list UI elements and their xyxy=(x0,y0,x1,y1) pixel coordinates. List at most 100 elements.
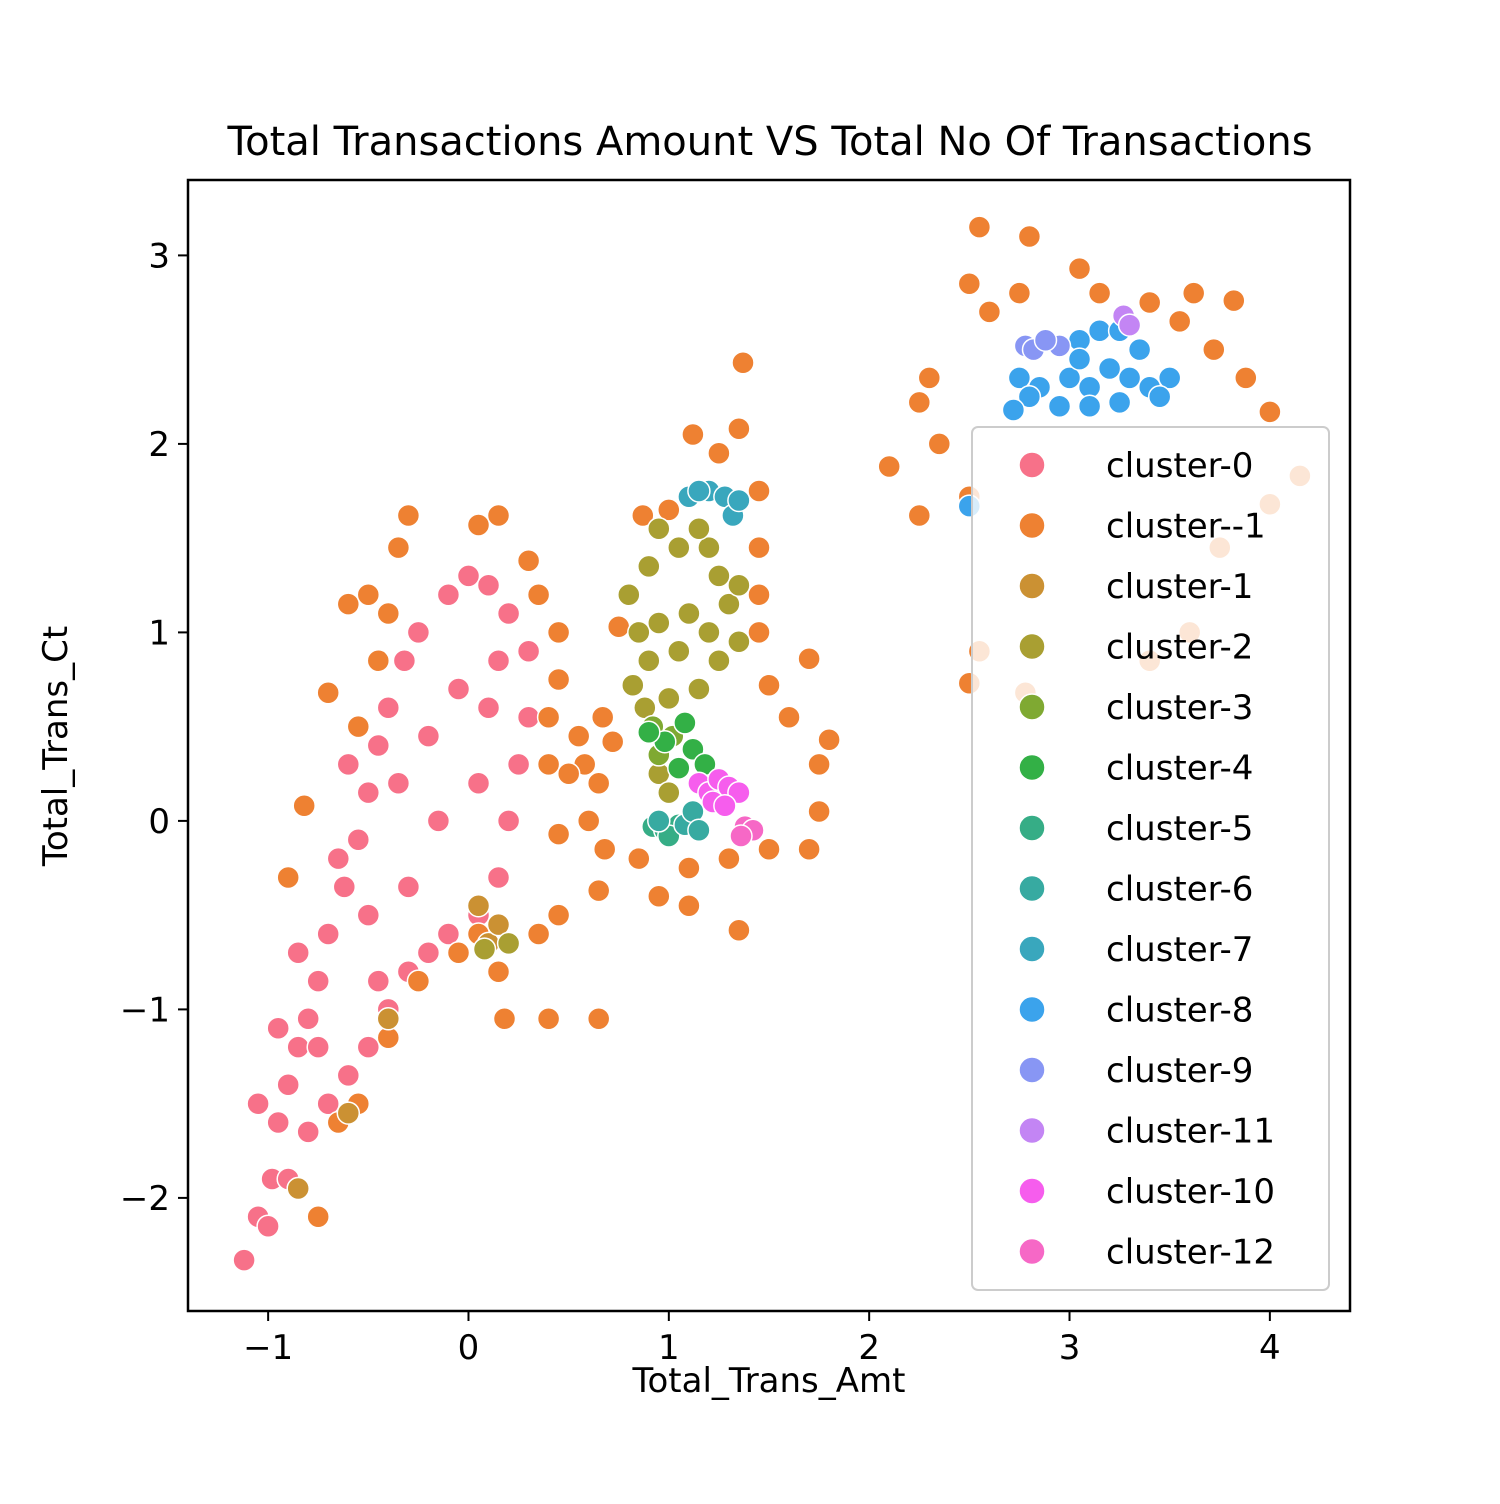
legend-marker xyxy=(1018,511,1046,540)
points-layer xyxy=(232,215,1312,1272)
data-point xyxy=(1067,256,1092,281)
data-point xyxy=(727,918,751,942)
data-point xyxy=(466,771,491,795)
data-point xyxy=(366,648,391,673)
data-point xyxy=(1067,347,1092,371)
legend-label: cluster-2 xyxy=(1106,628,1253,668)
data-point xyxy=(817,728,841,752)
data-point xyxy=(426,809,451,833)
series-cluster-0 xyxy=(232,564,541,1272)
y-tick-label: 1 xyxy=(148,613,170,653)
legend-label: cluster-0 xyxy=(1106,446,1253,486)
data-point xyxy=(306,1035,330,1059)
x-axis-ticks: −1 0 1 2 3 4 xyxy=(243,1311,1281,1368)
data-point xyxy=(326,846,351,871)
data-point xyxy=(797,837,821,861)
data-point xyxy=(346,714,371,739)
x-tick-label: 0 xyxy=(458,1328,480,1368)
data-point xyxy=(1147,385,1172,409)
legend-marker xyxy=(1018,753,1046,782)
data-point xyxy=(747,535,771,560)
data-point xyxy=(717,592,741,616)
data-point xyxy=(476,573,501,598)
data-point xyxy=(306,969,330,993)
plot-frame xyxy=(186,178,1352,1313)
x-tick-label: 1 xyxy=(658,1328,680,1368)
y-tick-label: −2 xyxy=(120,1179,170,1219)
data-point xyxy=(647,809,671,833)
data-point xyxy=(376,601,401,626)
data-point xyxy=(757,673,781,697)
data-point xyxy=(647,884,671,909)
data-point xyxy=(366,969,391,993)
legend-marker xyxy=(1018,1116,1046,1145)
y-tick-label: 3 xyxy=(148,236,170,276)
data-point xyxy=(232,1248,256,1272)
data-point xyxy=(266,1016,290,1041)
data-point xyxy=(727,417,751,441)
data-point xyxy=(376,696,401,720)
data-point xyxy=(677,856,701,880)
data-point xyxy=(476,696,501,720)
data-point xyxy=(556,762,581,786)
data-point xyxy=(907,503,932,528)
data-point xyxy=(747,620,771,645)
data-point xyxy=(1117,366,1142,390)
data-point xyxy=(332,875,357,899)
data-point xyxy=(276,1073,300,1097)
data-point xyxy=(416,724,441,748)
data-point xyxy=(336,752,361,777)
series-cluster-8 xyxy=(957,319,1182,518)
x-tick-label: 3 xyxy=(1059,1328,1081,1368)
legend-marker xyxy=(1018,814,1046,842)
data-point xyxy=(386,535,411,560)
data-point xyxy=(957,271,982,296)
data-point xyxy=(1017,224,1042,249)
data-point xyxy=(807,752,831,777)
data-point xyxy=(336,1101,361,1125)
data-point xyxy=(486,912,511,937)
legend-marker xyxy=(1018,572,1046,600)
data-point xyxy=(496,809,521,833)
data-point xyxy=(286,941,310,965)
data-point xyxy=(667,639,691,664)
data-point xyxy=(486,959,511,984)
data-point xyxy=(296,1120,320,1144)
data-point xyxy=(697,620,721,645)
data-point xyxy=(1107,390,1132,415)
data-point xyxy=(386,771,411,795)
x-tick-label: 2 xyxy=(858,1328,880,1368)
data-point xyxy=(590,705,615,729)
data-point xyxy=(356,780,381,805)
data-point xyxy=(472,937,497,961)
data-point xyxy=(727,630,751,654)
data-point xyxy=(1117,313,1142,337)
data-point xyxy=(506,752,531,777)
data-point xyxy=(757,837,781,861)
data-point xyxy=(1222,288,1246,313)
data-point xyxy=(396,503,421,528)
data-point xyxy=(586,878,611,903)
data-point xyxy=(1057,366,1082,390)
data-point xyxy=(1033,328,1058,352)
data-point xyxy=(673,711,697,735)
data-point xyxy=(296,1007,320,1031)
data-point xyxy=(436,922,461,946)
data-point xyxy=(707,648,731,673)
data-point xyxy=(496,601,521,626)
data-point xyxy=(1127,337,1152,362)
data-point xyxy=(546,822,571,846)
data-point xyxy=(637,648,661,673)
data-point xyxy=(486,503,511,528)
legend-marker xyxy=(1018,1237,1046,1266)
data-point xyxy=(586,1007,611,1031)
data-point xyxy=(600,729,625,754)
series-cluster-10 xyxy=(687,767,751,818)
legend-label: cluster-10 xyxy=(1106,1172,1275,1212)
data-point xyxy=(286,1176,310,1201)
data-point xyxy=(356,1035,381,1059)
data-point xyxy=(446,677,471,701)
data-point xyxy=(1097,356,1122,381)
data-point xyxy=(366,733,391,758)
